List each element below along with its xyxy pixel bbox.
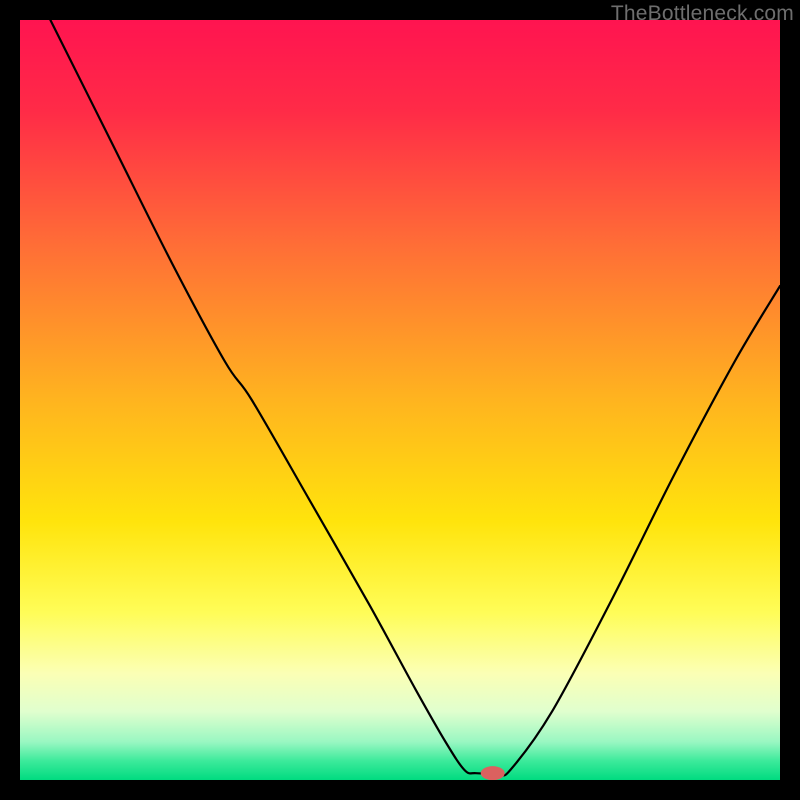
chart-frame: TheBottleneck.com [0,0,800,800]
optimal-marker [481,766,505,780]
bottleneck-plot [20,20,780,780]
gradient-background [20,20,780,780]
